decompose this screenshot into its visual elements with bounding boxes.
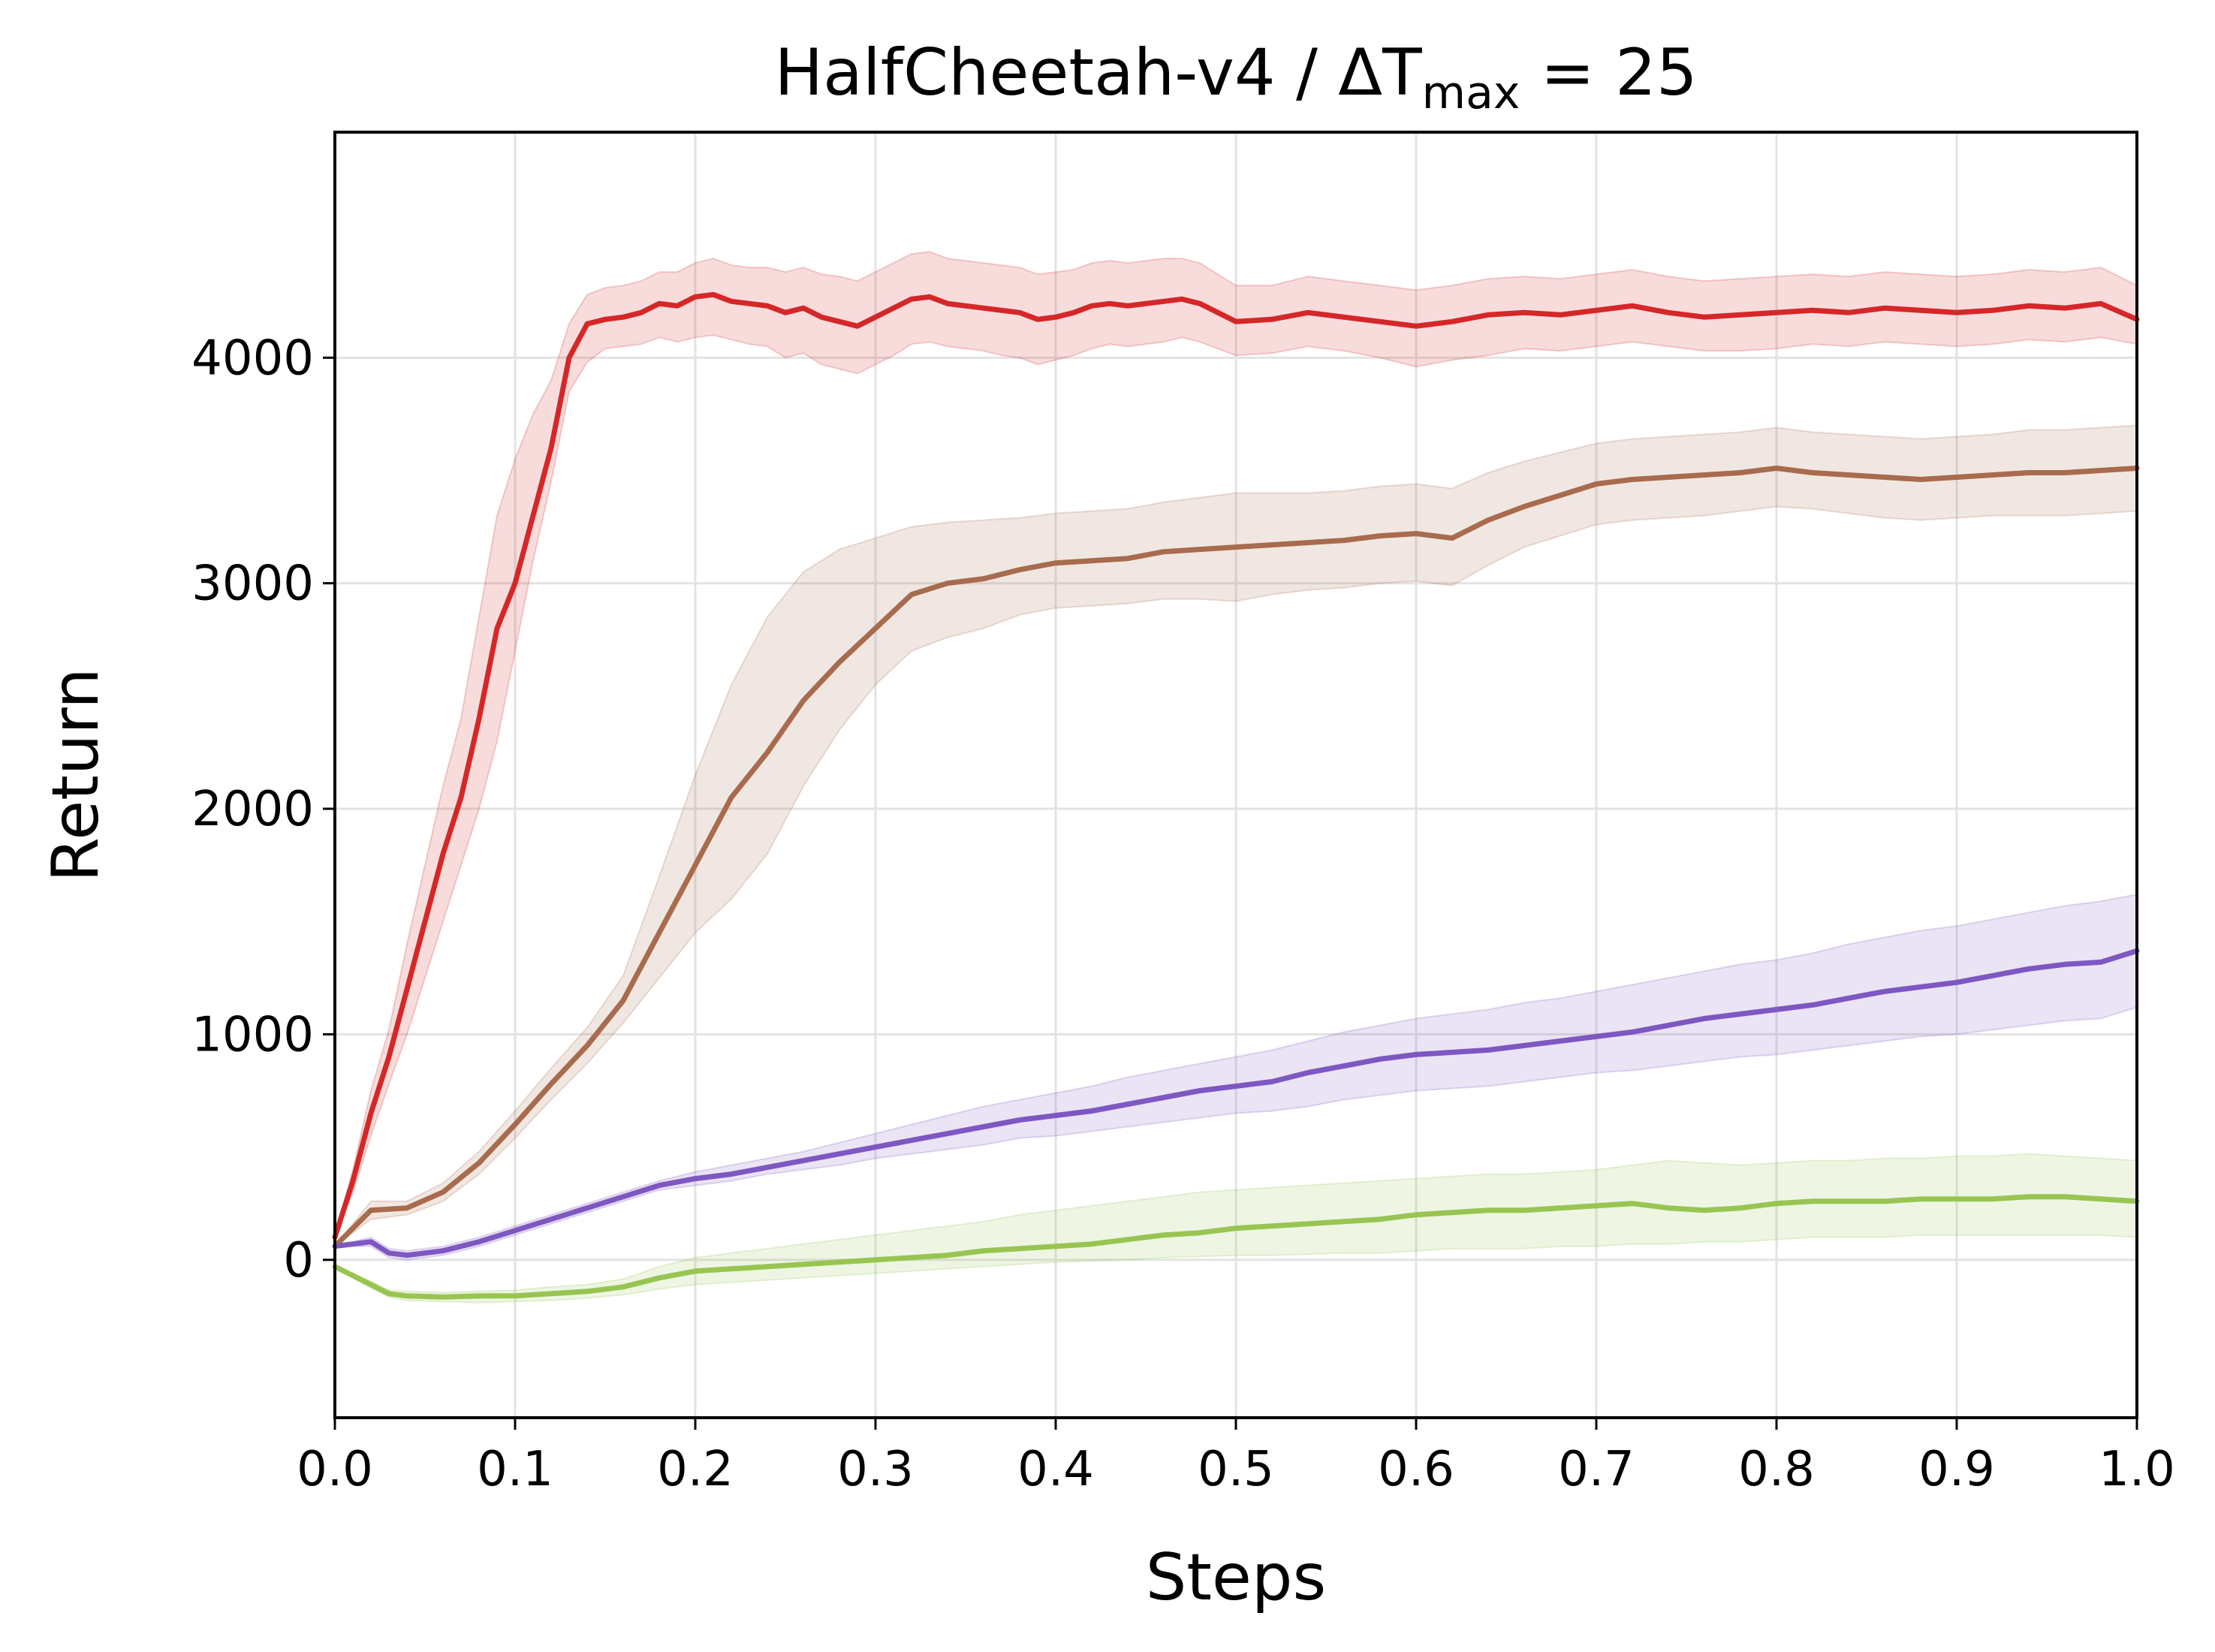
series-2-line [332,466,2140,1250]
y-axis-label: Return [38,668,113,882]
y-tick-label: 3000 [191,556,314,612]
x-tick-label: 0.7 [1558,1442,1635,1497]
series-lines [332,291,2140,1300]
x-tick-label: 0.2 [657,1442,734,1497]
x-tick-label: 0.0 [297,1442,373,1497]
series-4-line [332,1194,2140,1300]
y-tick-label: 1000 [191,1007,314,1063]
x-tick-label: 0.8 [1738,1442,1815,1497]
chart-title-subscript: max [1422,67,1520,119]
y-tick-label: 0 [283,1233,314,1289]
x-tick-label: 0.9 [1918,1442,1995,1497]
chart-title: HalfCheetah-v4 / ΔTmax = 25 [774,35,1697,119]
x-axis-label: Steps [1146,1540,1327,1615]
x-tick-label: 0.6 [1378,1442,1454,1497]
x-tick-label: 0.3 [837,1442,914,1497]
x-tick-label: 0.5 [1198,1442,1274,1497]
series-1-line [332,291,2140,1241]
y-tick-label: 4000 [191,330,314,386]
x-tick-label: 0.4 [1017,1442,1094,1497]
y-tick-label: 2000 [191,782,314,837]
y-axis: 0 1000 2000 3000 4000 [191,330,335,1289]
x-tick-label: 1.0 [2099,1442,2175,1497]
series-3-line [332,948,2140,1259]
x-axis: 0.0 0.1 0.2 0.3 0.4 0.5 0.6 0.7 0.8 0.9 1.0 [297,1418,2175,1497]
chart-title-suffix: = 25 [1520,35,1697,110]
x-tick-label: 0.1 [477,1442,553,1497]
chart-title-prefix: HalfCheetah-v4 / ΔT [774,35,1422,110]
